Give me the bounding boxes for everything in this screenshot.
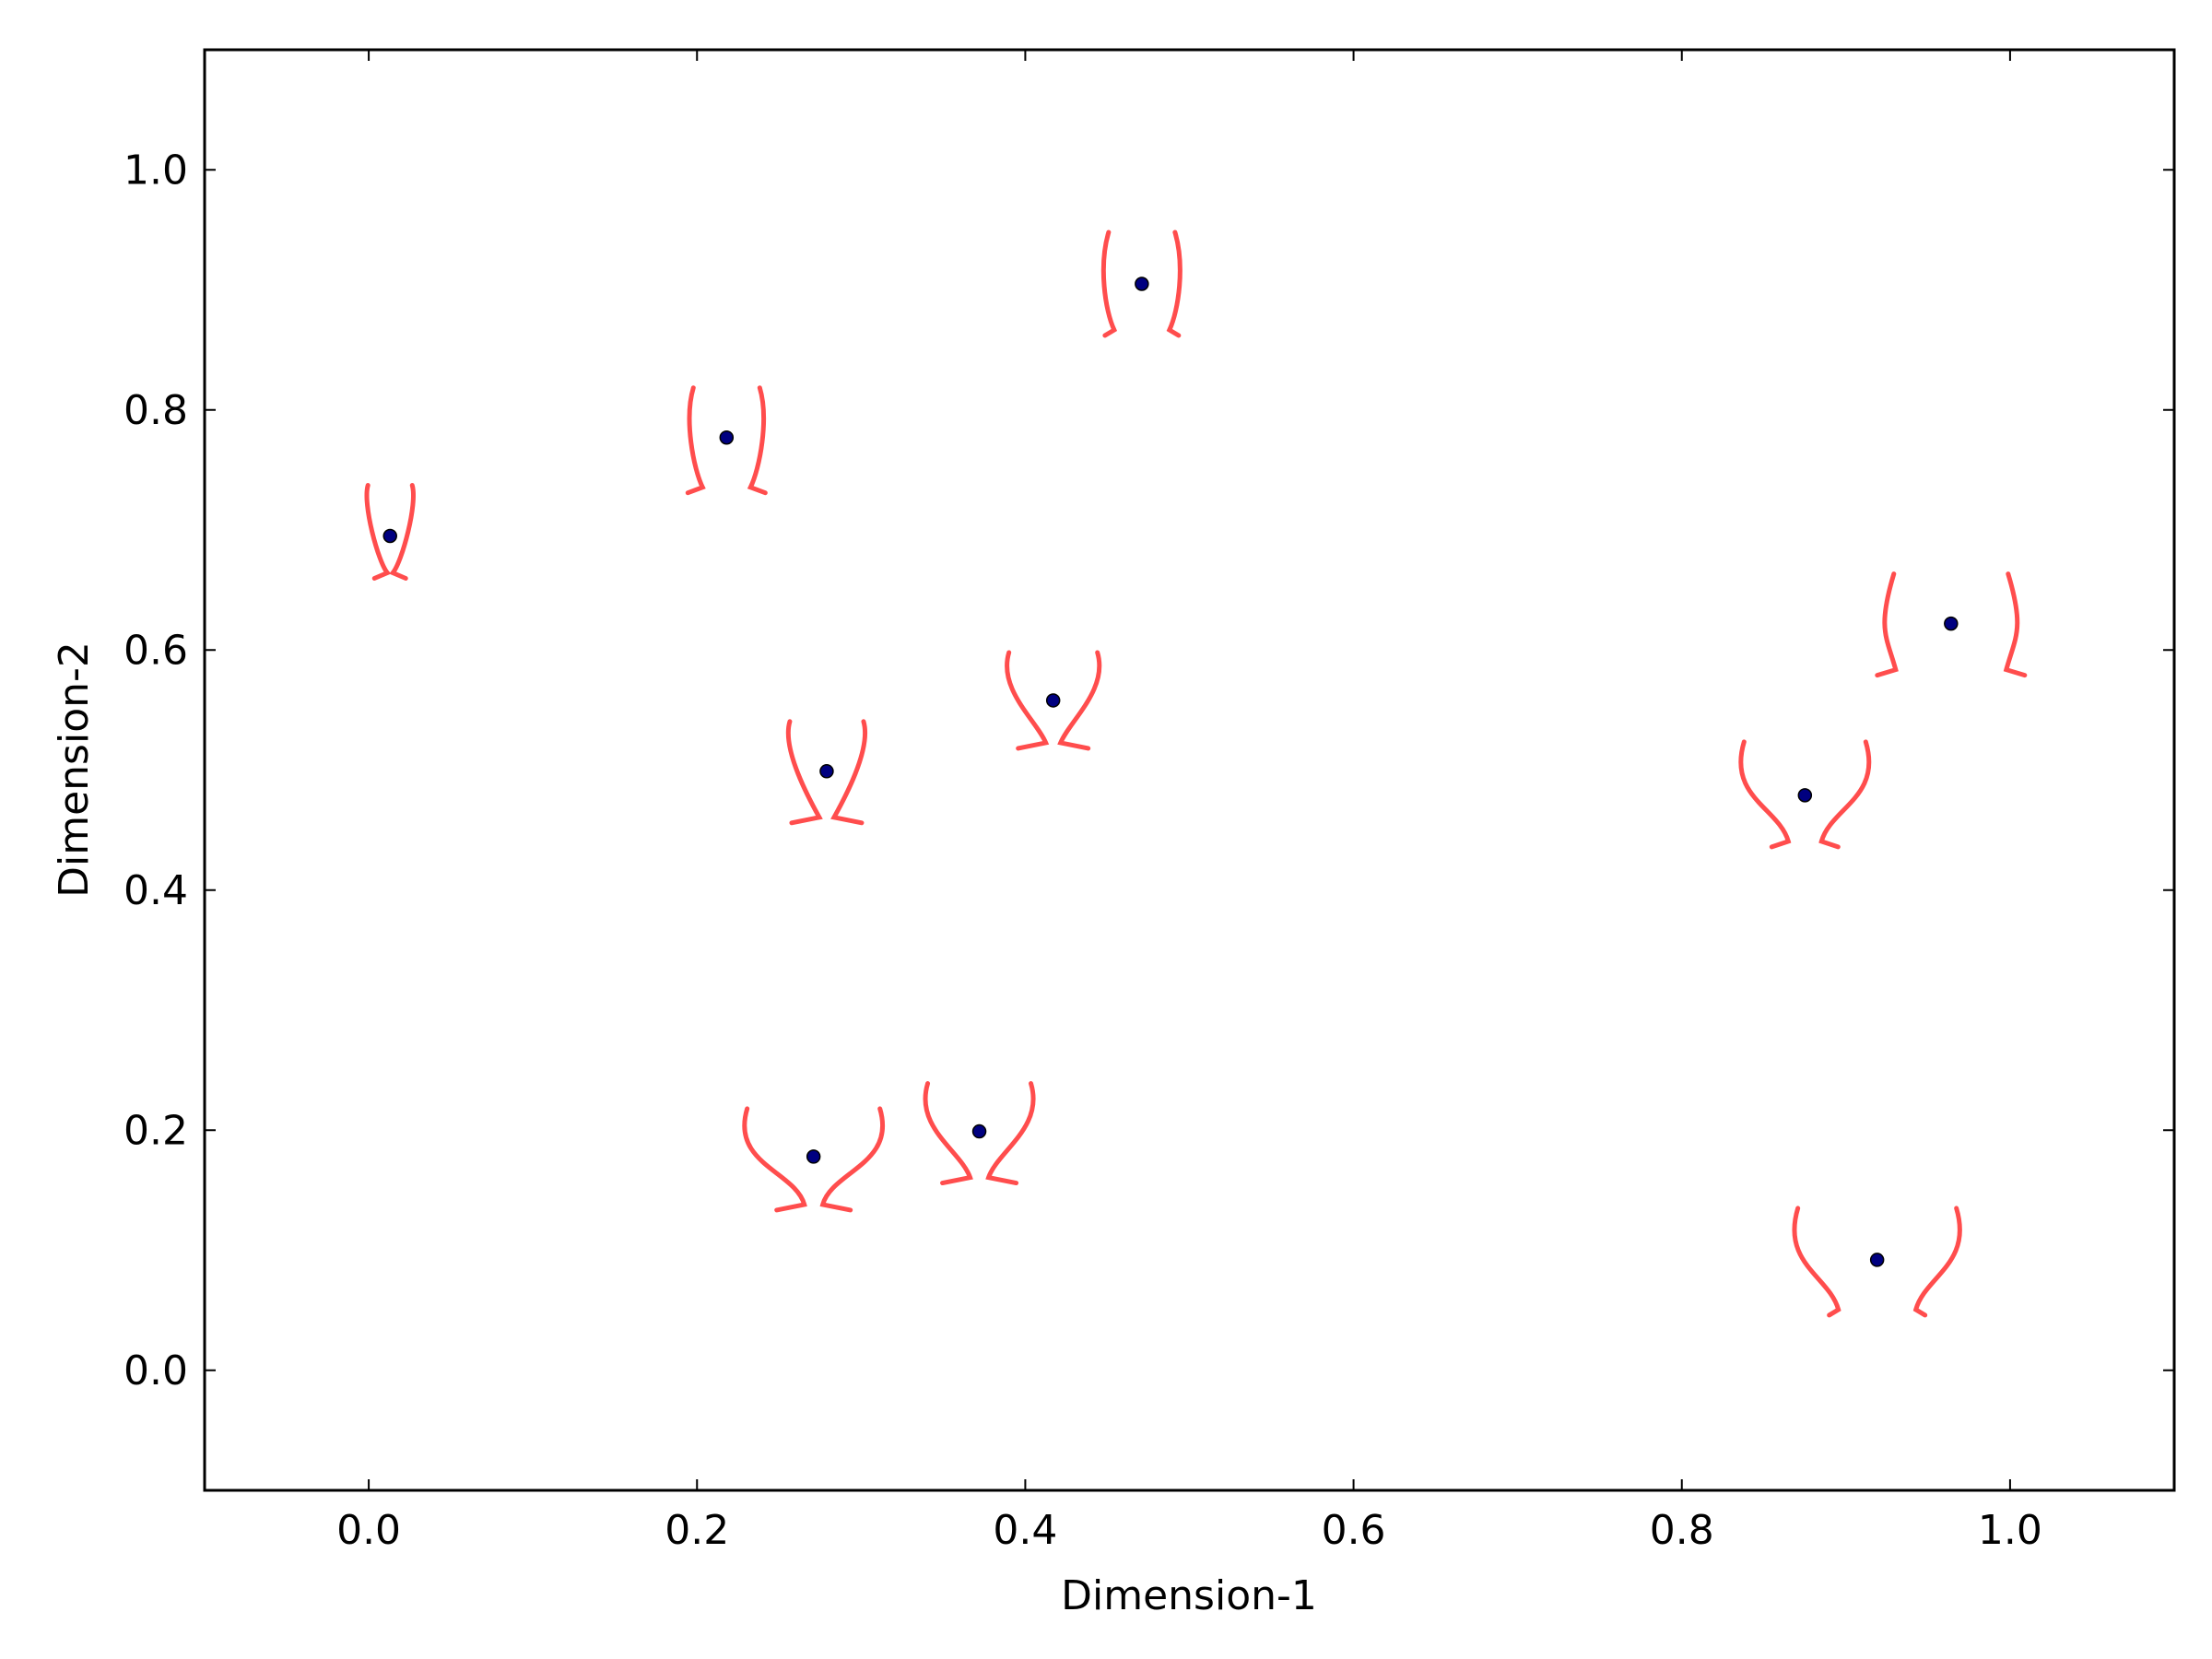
glyph-right-stroke: [389, 483, 416, 582]
glyph-left-stroke: [1738, 739, 1792, 850]
scatter-point: [1869, 1253, 1885, 1267]
scatter-point: [719, 429, 735, 445]
glyph-right-stroke: [830, 719, 867, 826]
scatter-point: [1135, 276, 1149, 291]
x-tick-label: 0.6: [1322, 1507, 1386, 1554]
glyph-right-stroke: [819, 1106, 885, 1213]
y-tick-label: 0.0: [124, 1347, 188, 1394]
y-tick-label: 1.0: [124, 147, 188, 194]
glyph-left-stroke: [364, 483, 392, 582]
glyph-left-stroke: [923, 1081, 973, 1186]
point-layer: [382, 276, 1959, 1267]
y-tick-label: 0.4: [124, 867, 188, 914]
plot-frame: [203, 48, 2176, 1492]
y-tick-label: 0.2: [124, 1107, 188, 1154]
scatter-point: [1797, 788, 1813, 803]
y-tick-label: 0.6: [124, 627, 188, 674]
glyph-left-stroke: [1875, 571, 1899, 678]
scatter-point: [819, 764, 834, 779]
glyph-left-stroke: [785, 719, 823, 826]
glyph-right-stroke: [2003, 571, 2028, 678]
x-tick-label: 1.0: [1978, 1507, 2042, 1554]
glyph-layer: [364, 229, 2028, 1318]
y-axis-label: Dimension-2: [51, 641, 98, 898]
tick-layer: 0.0 0.2 0.4 0.6 0.8 1.0 0.0 0.2 0.4 0.6 0.8 1.0: [124, 50, 2174, 1554]
x-tick-label: 0.0: [336, 1507, 401, 1554]
x-tick-label: 0.4: [993, 1507, 1057, 1554]
x-tick-label: 0.8: [1650, 1507, 1714, 1554]
scatter-point: [971, 1124, 987, 1139]
glyph-left-stroke: [1100, 229, 1118, 338]
scatter-point: [1045, 693, 1061, 708]
x-axis-label: Dimension-1: [1061, 1572, 1317, 1619]
glyph-right-stroke: [747, 385, 768, 496]
glyph-left-stroke: [1792, 1206, 1841, 1318]
glyph-right-stroke: [1912, 1206, 1962, 1318]
glyph-right-stroke: [1166, 229, 1182, 338]
y-tick-label: 0.8: [124, 387, 188, 434]
glyph-left-stroke: [1005, 650, 1050, 751]
glyph-left-stroke: [742, 1106, 807, 1213]
glyph-right-stroke: [985, 1081, 1036, 1186]
glyph-right-stroke: [1818, 739, 1872, 850]
scatter-point: [806, 1149, 821, 1164]
glyph-left-stroke: [685, 385, 706, 496]
x-tick-label: 0.2: [665, 1507, 729, 1554]
glyph-right-stroke: [1057, 650, 1102, 751]
scatter-point: [1944, 616, 1959, 631]
scatter-point: [382, 528, 397, 544]
